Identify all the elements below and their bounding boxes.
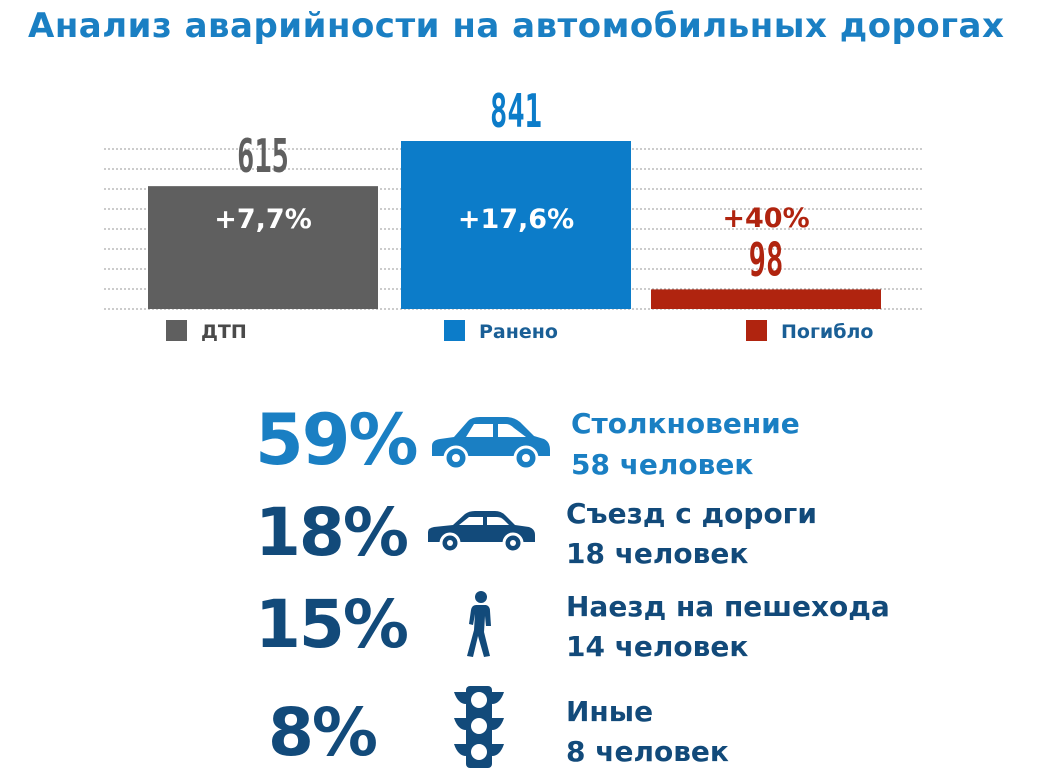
stat-label: Иные	[566, 695, 654, 728]
stat-percent: 15%	[255, 586, 409, 663]
stat-percent: 8%	[268, 694, 378, 771]
stat-count: 14 человек	[566, 630, 749, 663]
traffic-light-icon	[454, 686, 504, 768]
bar-chart: 615 +7,7% 841 +17,6% 98+40% ДТП Ранено Погибло	[104, 85, 924, 343]
stat-count: 18 человек	[566, 537, 749, 570]
stat-count: 58 человек	[571, 448, 754, 481]
stat-count: 8 человек	[566, 735, 729, 768]
legend-label: Погибло	[781, 321, 873, 343]
legend-swatch	[746, 320, 767, 341]
pedestrian-icon	[467, 591, 491, 657]
value-label: 841	[490, 85, 542, 139]
stat-percent: 59%	[255, 399, 419, 481]
bar-1	[148, 186, 378, 309]
legend-swatch	[166, 320, 187, 341]
stat-label: Съезд с дороги	[566, 497, 817, 530]
value-label: 98	[749, 233, 784, 287]
legend-label: Ранено	[479, 321, 558, 343]
bar-3	[651, 289, 881, 309]
change-label: +17,6%	[458, 204, 574, 235]
change-label: +7,7%	[214, 204, 312, 235]
stat-percent: 18%	[255, 494, 409, 571]
change-label: +40%	[722, 203, 809, 234]
page-title: Анализ аварийности на автомобильных доро…	[28, 6, 1005, 46]
stat-label: Столкновение	[571, 407, 800, 440]
car-icon	[432, 417, 550, 470]
stat-label: Наезд на пешехода	[566, 590, 890, 623]
value-label: 615	[237, 130, 289, 184]
legend-label: ДТП	[201, 321, 247, 343]
legend-swatch	[444, 320, 465, 341]
sedan-icon	[428, 511, 535, 554]
bar-2	[401, 141, 631, 309]
